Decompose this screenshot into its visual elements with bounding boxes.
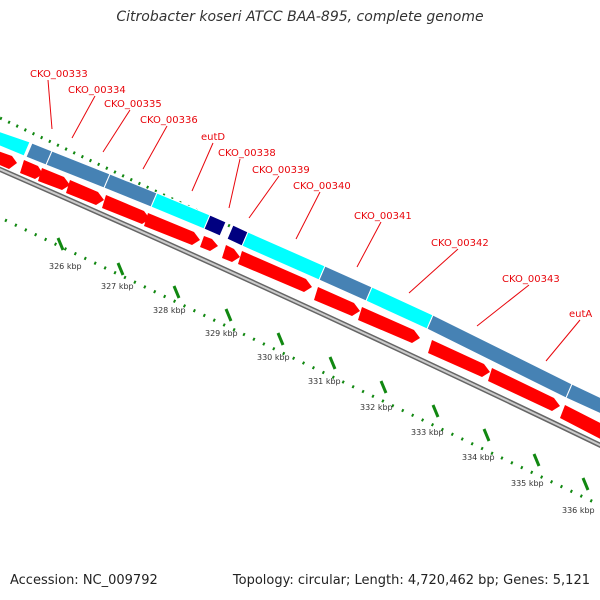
cds-track — [0, 151, 600, 439]
scale-label-334: 334 kbp — [462, 453, 495, 462]
gene-label-eutd: eutD — [201, 132, 225, 143]
gene-label-cko-00334: CKO_00334 — [68, 85, 126, 96]
cds-arrow — [0, 151, 17, 169]
cds-arrow — [144, 213, 200, 245]
gene-label-cko-00335: CKO_00335 — [104, 99, 162, 110]
scale-label-329: 329 kbp — [205, 329, 238, 338]
cds-arrow — [102, 195, 150, 224]
feature-cko-00338 — [203, 214, 227, 237]
gene-label-cko-00342: CKO_00342 — [431, 238, 489, 249]
scale-label-335: 335 kbp — [511, 479, 544, 488]
cds-arrow — [20, 160, 43, 179]
cds-arrow — [314, 287, 360, 316]
cds-arrow — [238, 251, 312, 292]
scale-label-332: 332 kbp — [360, 403, 393, 412]
gene-label-cko-00339: CKO_00339 — [252, 165, 310, 176]
cds-arrow — [222, 245, 240, 262]
cds-arrow — [560, 405, 600, 439]
gene-label-euta: eutA — [569, 309, 592, 320]
genome-backbone-highlight — [0, 168, 600, 447]
cds-arrow — [488, 368, 560, 411]
scale-label-330: 330 kbp — [257, 353, 290, 362]
label-leaders — [47, 79, 581, 362]
cds-arrow — [38, 168, 70, 190]
gene-label-cko-00336: CKO_00336 — [140, 115, 198, 126]
inner-scale-ring — [4, 218, 600, 507]
genome-backbone — [0, 166, 600, 448]
feature-euta — [565, 383, 600, 415]
feature-track-upper — [0, 131, 600, 415]
gene-label-cko-00338: CKO_00338 — [218, 148, 276, 159]
scale-label-326: 326 kbp — [49, 262, 82, 271]
scale-label-331: 331 kbp — [308, 377, 341, 386]
cds-arrow — [358, 307, 420, 343]
feature-cko-00333 — [0, 131, 31, 157]
scale-label-336: 336 kbp — [562, 506, 595, 515]
genome-summary-text: Topology: circular; Length: 4,720,462 bp… — [232, 573, 590, 588]
gene-label-cko-00341: CKO_00341 — [354, 211, 412, 222]
cds-arrow — [200, 236, 218, 251]
gene-label-cko-00340: CKO_00340 — [293, 181, 351, 192]
scale-label-328: 328 kbp — [153, 306, 186, 315]
scale-label-333: 333 kbp — [411, 428, 444, 437]
scale-label-327: 327 kbp — [101, 282, 134, 291]
gene-label-cko-00343: CKO_00343 — [502, 274, 560, 285]
gene-label-cko-00333: CKO_00333 — [30, 69, 88, 80]
cds-arrow — [428, 340, 490, 377]
cds-arrow — [66, 180, 104, 205]
figure-title: Citrobacter koseri ATCC BAA-895, complet… — [116, 9, 484, 25]
accession-text: Accession: NC_009792 — [10, 573, 158, 588]
